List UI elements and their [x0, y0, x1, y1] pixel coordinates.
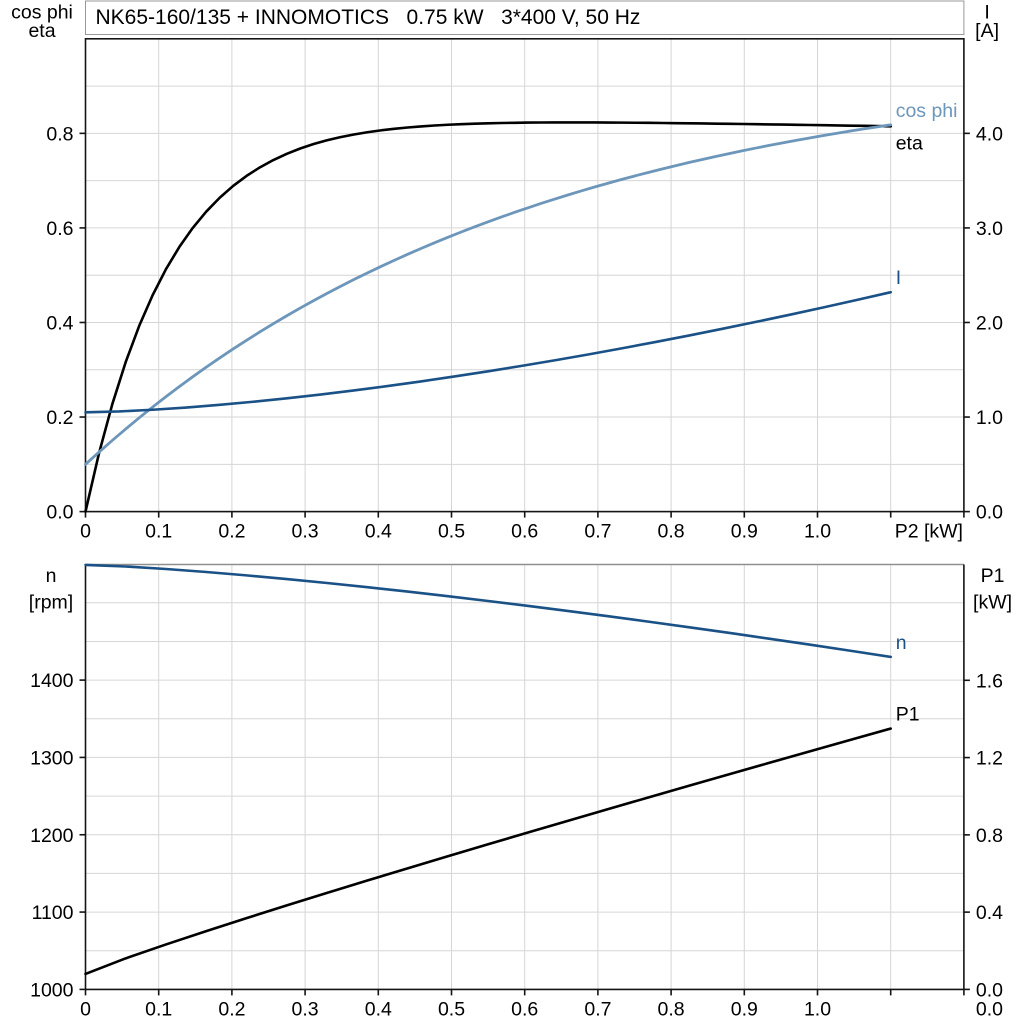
svg-text:2.0: 2.0	[976, 312, 1003, 334]
svg-text:1200: 1200	[30, 825, 74, 847]
svg-text:P1: P1	[896, 704, 920, 726]
svg-text:0.2: 0.2	[218, 998, 245, 1020]
svg-text:0.4: 0.4	[365, 521, 392, 543]
svg-text:0.8: 0.8	[658, 998, 685, 1020]
svg-text:0.5: 0.5	[438, 998, 465, 1020]
svg-text:0.4: 0.4	[365, 998, 392, 1020]
svg-text:0.0: 0.0	[46, 502, 73, 524]
svg-text:0.7: 0.7	[584, 998, 611, 1020]
svg-text:P2 [kW]: P2 [kW]	[895, 521, 963, 543]
svg-text:0.3: 0.3	[292, 998, 319, 1020]
svg-text:1.2: 1.2	[976, 748, 1003, 770]
svg-text:NK65-160/135 + INNOMOTICS 0.: NK65-160/135 + INNOMOTICS 0.75 kW 3*400 …	[96, 6, 641, 29]
svg-text:0: 0	[80, 998, 91, 1020]
svg-text:0.6: 0.6	[511, 998, 538, 1020]
svg-text:1000: 1000	[30, 979, 74, 1001]
svg-text:0.5: 0.5	[438, 521, 465, 543]
svg-text:1.0: 1.0	[804, 521, 831, 543]
svg-text:0.4: 0.4	[976, 902, 1003, 924]
svg-text:0.0: 0.0	[976, 998, 1003, 1020]
svg-text:0.8: 0.8	[976, 825, 1003, 847]
svg-text:0.3: 0.3	[292, 521, 319, 543]
svg-text:1100: 1100	[32, 902, 74, 924]
svg-text:0.2: 0.2	[46, 407, 73, 429]
svg-text:0.6: 0.6	[511, 521, 538, 543]
svg-text:0.0: 0.0	[976, 979, 1003, 1001]
svg-text:3.0: 3.0	[976, 218, 1003, 240]
svg-text:1.0: 1.0	[976, 407, 1003, 429]
svg-text:1400: 1400	[30, 670, 74, 692]
svg-text:1300: 1300	[30, 747, 74, 769]
svg-text:n: n	[896, 632, 907, 654]
svg-text:0.8: 0.8	[658, 521, 685, 543]
svg-text:1.6: 1.6	[976, 670, 1003, 692]
svg-text:0.0: 0.0	[976, 502, 1003, 524]
svg-text:0.4: 0.4	[46, 312, 73, 334]
svg-text:0.1: 0.1	[145, 521, 172, 543]
svg-text:0.1: 0.1	[145, 998, 172, 1020]
svg-text:eta: eta	[896, 132, 923, 154]
svg-text:[A]: [A]	[975, 20, 999, 42]
svg-text:1.0: 1.0	[804, 998, 831, 1020]
svg-text:4.0: 4.0	[976, 123, 1003, 145]
svg-text:0: 0	[80, 521, 91, 543]
svg-text:0.7: 0.7	[584, 521, 611, 543]
svg-text:0.9: 0.9	[731, 521, 758, 543]
svg-text:I: I	[896, 267, 901, 289]
svg-text:[kW]: [kW]	[973, 592, 1012, 614]
svg-text:0.6: 0.6	[46, 218, 73, 240]
svg-text:P1: P1	[981, 565, 1005, 587]
svg-text:0.2: 0.2	[218, 521, 245, 543]
svg-text:0.8: 0.8	[46, 123, 73, 145]
svg-text:0.9: 0.9	[731, 998, 758, 1020]
svg-text:cos phi: cos phi	[896, 100, 958, 122]
svg-text:[rpm]: [rpm]	[29, 592, 73, 614]
svg-text:n: n	[46, 565, 57, 587]
svg-text:eta: eta	[28, 20, 55, 42]
